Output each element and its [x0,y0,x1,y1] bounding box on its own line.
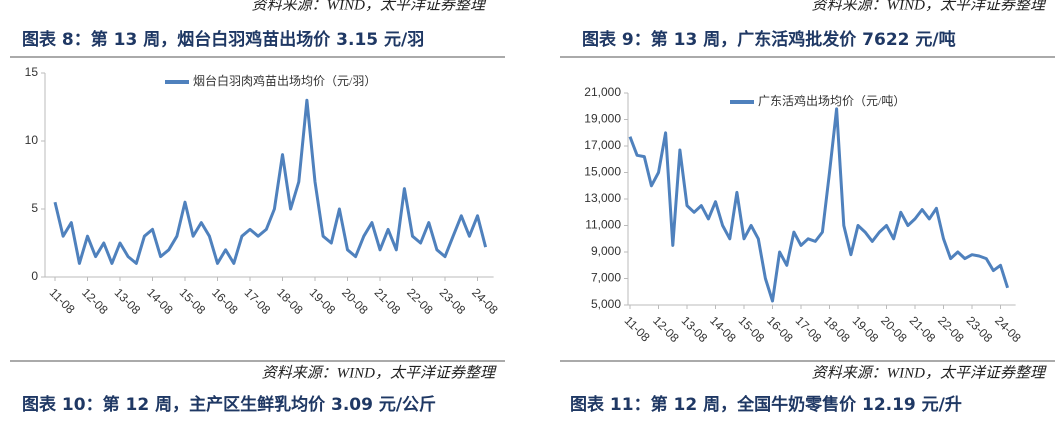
x-tick-label: 17-08 [793,313,825,345]
x-tick-label: 11-08 [47,285,78,316]
x-tick-label: 13-08 [679,313,711,345]
x-tick-label: 22-08 [935,313,967,345]
x-tick-label: 18-08 [821,313,853,345]
y-tick-label: 0 [31,269,38,283]
x-tick-label: 22-08 [404,285,436,317]
x-tick-label: 16-08 [764,313,796,345]
y-tick-label: 5 [31,201,38,215]
x-tick-label: 24-08 [469,285,501,317]
y-tick-label: 19,000 [584,112,621,126]
x-tick-label: 11-08 [622,313,653,344]
y-tick-label: 11,000 [585,218,621,232]
caption: 图表 11：第 12 周，全国牛奶零售价 12.19 元/升 [570,394,962,415]
y-tick-label: 21,000 [584,85,621,99]
caption: 图表 9：第 13 周，广东活鸡批发价 7622 元/吨 [582,29,956,50]
y-tick-label: 15 [25,65,39,79]
x-tick-label: 14-08 [144,285,176,317]
y-tick-label: 7,000 [591,271,621,285]
x-tick-label: 13-08 [112,285,144,317]
legend-label: 广东活鸡出场均价（元/吨） [758,93,905,108]
y-tick-label: 13,000 [584,191,621,205]
x-tick-label: 23-08 [964,313,996,345]
x-tick-label: 15-08 [736,313,768,345]
y-tick-label: 17,000 [584,138,621,152]
series-line [53,98,488,265]
x-tick-label: 24-08 [992,313,1024,345]
caption: 图表 8：第 13 周，烟台白羽鸡苗出场价 3.15 元/羽 [22,29,424,50]
x-tick-label: 23-08 [437,285,469,317]
x-tick-label: 15-08 [177,285,209,317]
x-tick-label: 17-08 [242,285,274,317]
x-tick-label: 14-08 [707,313,739,345]
source: 资料来源：WIND，太平洋证券整理 [812,364,1047,381]
x-tick-label: 12-08 [650,313,682,345]
source: 资料来源：WIND，太平洋证券整理 [252,0,487,13]
caption: 图表 10：第 12 周，主产区生鲜乳均价 3.09 元/公斤 [22,394,436,415]
y-tick-label: 9,000 [591,244,621,258]
x-tick-label: 18-08 [274,285,306,317]
y-tick-label: 5,000 [591,297,621,311]
x-tick-label: 12-08 [79,285,111,317]
x-tick-label: 19-08 [850,313,882,345]
x-tick-label: 21-08 [372,285,404,317]
source: 资料来源：WIND，太平洋证券整理 [262,364,497,381]
x-tick-label: 21-08 [907,313,939,345]
x-tick-label: 16-08 [209,285,241,317]
x-tick-label: 20-08 [878,313,910,345]
legend-label: 烟台白羽肉鸡苗出场均价（元/羽） [193,73,376,88]
series-line [628,107,1010,303]
y-tick-label: 10 [25,133,39,147]
source: 资料来源：WIND，太平洋证券整理 [812,0,1047,13]
x-tick-label: 20-08 [339,285,371,317]
y-tick-label: 15,000 [584,165,621,179]
x-tick-label: 19-08 [307,285,339,317]
